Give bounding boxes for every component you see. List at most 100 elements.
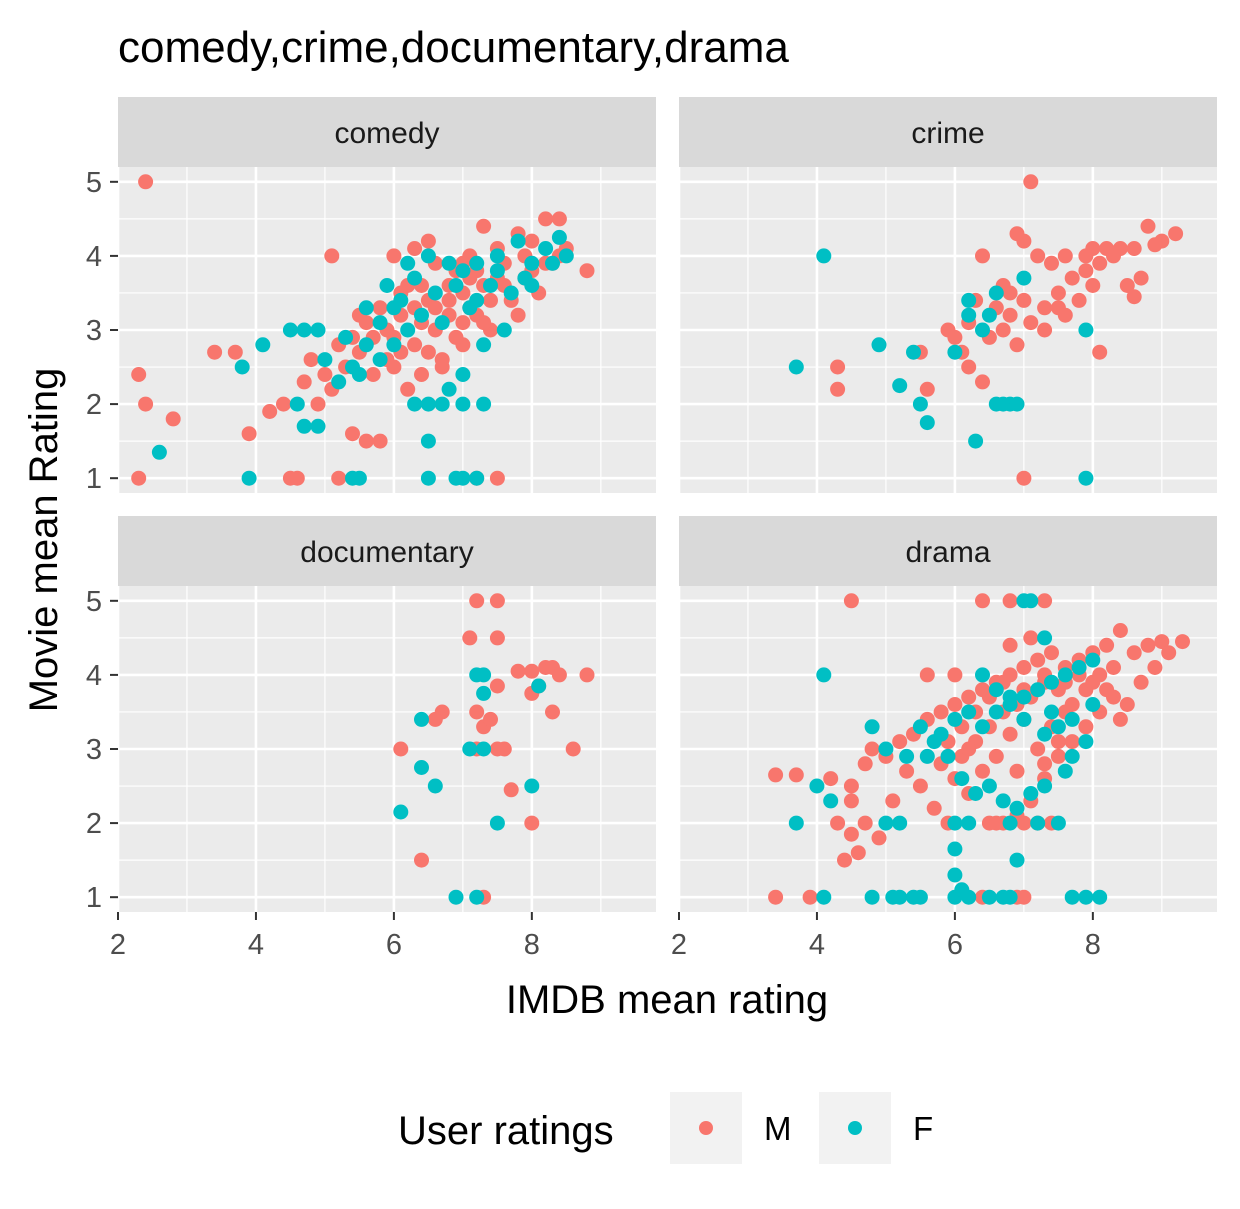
- data-point-m: [1064, 270, 1080, 286]
- data-point-f: [823, 793, 839, 809]
- data-point-f: [878, 741, 894, 757]
- data-point-f: [151, 444, 167, 460]
- data-point-f: [407, 396, 423, 412]
- data-point-m: [1023, 174, 1039, 190]
- data-point-f: [1016, 711, 1032, 727]
- data-point-f: [558, 248, 574, 264]
- data-point-m: [551, 211, 567, 227]
- data-point-m: [551, 667, 567, 683]
- data-point-f: [1009, 852, 1025, 868]
- data-point-f: [455, 396, 471, 412]
- data-point-m: [1037, 593, 1053, 609]
- data-point-f: [1085, 697, 1101, 712]
- data-point-m: [975, 248, 990, 264]
- data-point-f: [1030, 682, 1046, 698]
- data-point-m: [1002, 726, 1018, 742]
- data-point-m: [565, 741, 581, 757]
- data-point-f: [420, 470, 436, 486]
- data-point-m: [947, 329, 963, 345]
- data-point-m: [988, 748, 1004, 764]
- data-point-f: [393, 804, 409, 820]
- data-point-m: [1078, 248, 1094, 264]
- data-point-m: [427, 711, 443, 727]
- data-point-f: [331, 374, 347, 390]
- data-point-m: [262, 404, 278, 419]
- data-point-f: [545, 255, 560, 271]
- data-point-f: [476, 667, 492, 683]
- data-point-m: [802, 889, 818, 905]
- data-point-m: [1016, 292, 1032, 308]
- data-point-m: [1133, 270, 1149, 286]
- data-point-m: [830, 359, 846, 375]
- data-point-m: [207, 344, 223, 360]
- data-point-m: [1044, 255, 1059, 271]
- data-point-f: [906, 344, 921, 360]
- data-point-f: [981, 778, 997, 794]
- data-point-f: [864, 719, 880, 735]
- data-point-f: [489, 263, 505, 279]
- data-point-f: [351, 367, 367, 382]
- data-point-f: [954, 882, 970, 898]
- data-point-f: [912, 719, 928, 735]
- data-point-m: [1078, 719, 1094, 735]
- facet-panel-drama: drama 2 4 6 8: [671, 516, 1217, 961]
- facet-panel-crime: crime: [677, 97, 1217, 493]
- data-point-m: [324, 248, 340, 264]
- data-point-m: [138, 396, 154, 412]
- data-point-f: [420, 396, 436, 412]
- data-point-m: [434, 352, 450, 368]
- data-point-f: [1064, 748, 1080, 764]
- data-point-m: [1106, 248, 1121, 264]
- data-point-m: [1099, 637, 1115, 653]
- data-point-m: [1009, 763, 1025, 779]
- data-point-m: [510, 663, 526, 679]
- data-point-f: [1085, 652, 1101, 668]
- data-point-f: [524, 778, 540, 794]
- data-point-m: [1175, 634, 1190, 650]
- data-point-f: [1009, 800, 1025, 816]
- data-point-f: [379, 278, 395, 293]
- data-point-m: [1092, 255, 1108, 271]
- data-point-m: [1106, 660, 1121, 675]
- data-point-m: [1037, 322, 1053, 338]
- data-point-f: [441, 255, 457, 271]
- data-point-m: [524, 815, 540, 831]
- data-point-m: [241, 426, 257, 442]
- data-point-m: [476, 218, 492, 234]
- data-point-m: [1140, 218, 1156, 234]
- data-point-f: [1044, 674, 1059, 690]
- data-point-f: [995, 793, 1011, 809]
- data-point-m: [310, 396, 326, 412]
- data-point-f: [234, 359, 250, 375]
- y-axis-title: Movie mean Rating: [22, 368, 66, 713]
- data-point-f: [1057, 667, 1073, 683]
- data-point-f: [414, 307, 429, 323]
- data-point-f: [919, 415, 935, 431]
- data-point-m: [489, 470, 505, 486]
- data-point-m: [1147, 237, 1163, 253]
- data-point-m: [524, 233, 540, 249]
- data-point-m: [489, 630, 505, 646]
- data-point-m: [843, 826, 859, 842]
- y-tick-label: 3: [86, 734, 102, 766]
- data-point-f: [448, 889, 464, 905]
- data-point-f: [400, 255, 416, 271]
- data-point-m: [579, 263, 595, 279]
- data-point-f: [1078, 734, 1094, 750]
- data-point-m: [1050, 748, 1066, 764]
- data-point-m: [420, 344, 436, 360]
- data-point-m: [1126, 241, 1142, 256]
- facet-strip-label: documentary: [300, 536, 473, 569]
- facet-strip-label: comedy: [334, 117, 439, 150]
- data-point-m: [830, 381, 846, 397]
- y-tick-label: 4: [86, 660, 102, 692]
- data-point-m: [296, 374, 312, 390]
- data-point-m: [358, 433, 374, 449]
- data-point-m: [1161, 645, 1177, 661]
- data-point-m: [1037, 300, 1053, 316]
- data-point-m: [995, 322, 1011, 338]
- x-tick-label: 2: [671, 929, 687, 961]
- facet-strip: [679, 97, 1217, 167]
- data-point-m: [1050, 734, 1066, 750]
- data-point-m: [1168, 226, 1184, 242]
